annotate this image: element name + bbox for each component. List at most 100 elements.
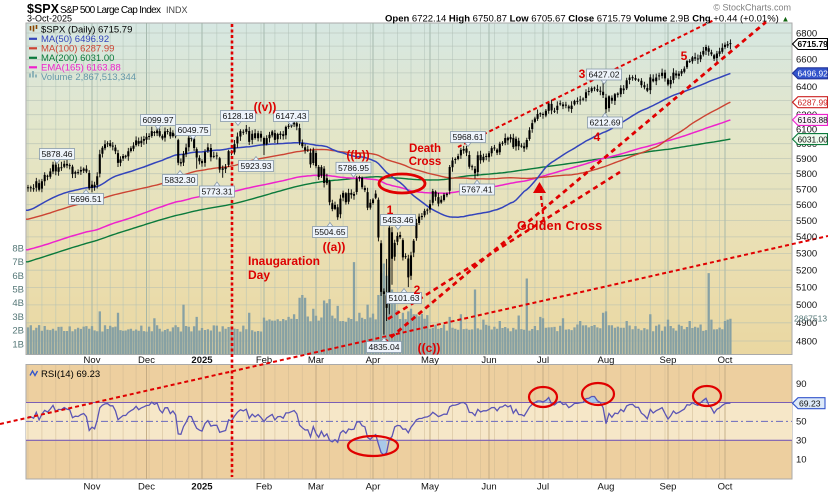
svg-text:4: 4 (594, 130, 601, 144)
svg-text:6715.79: 6715.79 (798, 39, 828, 49)
svg-text:Jul: Jul (537, 482, 549, 493)
svg-text:6800: 6800 (796, 28, 817, 39)
svg-text:8B: 8B (12, 243, 24, 254)
svg-text:Aug: Aug (598, 482, 615, 493)
svg-text:6099.97: 6099.97 (142, 115, 173, 125)
svg-text:2025: 2025 (191, 355, 213, 366)
svg-text:5696.51: 5696.51 (70, 194, 101, 204)
svg-text:S&P 500 Large Cap Index: S&P 500 Large Cap Index (60, 5, 161, 16)
svg-text:Mar: Mar (308, 482, 324, 493)
svg-text:Sep: Sep (660, 355, 677, 366)
svg-text:1B: 1B (12, 339, 24, 350)
svg-text:10: 10 (796, 455, 807, 466)
svg-text:2867513: 2867513 (794, 314, 827, 324)
svg-text:((c)): ((c)) (418, 341, 441, 355)
svg-text:6100: 6100 (796, 124, 817, 135)
svg-text:May: May (421, 355, 439, 366)
svg-text:1: 1 (387, 203, 394, 217)
svg-text:((b)): ((b)) (346, 148, 369, 162)
svg-text:6B: 6B (12, 271, 24, 282)
svg-text:Nov: Nov (84, 355, 101, 366)
svg-text:((a)): ((a)) (323, 240, 346, 254)
svg-text:Nov: Nov (84, 482, 101, 493)
svg-text:5B: 5B (12, 285, 24, 296)
svg-text:5786.95: 5786.95 (338, 163, 369, 173)
svg-text:5800: 5800 (796, 169, 817, 180)
svg-text:RSI(14) 69.23: RSI(14) 69.23 (41, 369, 100, 380)
svg-text:Mar: Mar (308, 355, 324, 366)
svg-text:5453.46: 5453.46 (382, 215, 413, 225)
svg-text:5504.65: 5504.65 (314, 227, 345, 237)
svg-text:Open 6722.14 High 6750.87 Low: Open 6722.14 High 6750.87 Low 6705.67 Cl… (385, 14, 789, 25)
svg-text:Jun: Jun (481, 355, 496, 366)
svg-text:6049.75: 6049.75 (177, 125, 208, 135)
svg-text:INDX: INDX (166, 5, 188, 15)
svg-text:EMA(165) 6163.88: EMA(165) 6163.88 (41, 63, 121, 74)
svg-text:Cross: Cross (409, 156, 442, 168)
svg-text:5900: 5900 (796, 154, 817, 165)
svg-text:4900: 4900 (796, 318, 817, 329)
svg-text:2025: 2025 (191, 482, 213, 493)
svg-text:5968.61: 5968.61 (452, 132, 483, 142)
svg-text:4B: 4B (12, 298, 24, 309)
svg-text:May: May (421, 482, 439, 493)
svg-text:Sep: Sep (660, 482, 677, 493)
svg-text:Apr: Apr (366, 355, 381, 366)
svg-text:Apr: Apr (366, 482, 381, 493)
svg-text:3: 3 (579, 67, 586, 81)
svg-text:((v)): ((v)) (254, 100, 277, 114)
svg-text:2B: 2B (12, 326, 24, 337)
svg-text:5767.41: 5767.41 (461, 185, 492, 195)
svg-text:Dec: Dec (138, 482, 155, 493)
svg-text:2: 2 (414, 283, 421, 297)
svg-text:5773.31: 5773.31 (201, 187, 232, 197)
svg-text:3-Oct-2025: 3-Oct-2025 (27, 14, 72, 24)
svg-text:$SPX: $SPX (27, 2, 60, 16)
svg-text:6031.00: 6031.00 (798, 134, 828, 144)
svg-text:5500: 5500 (796, 216, 817, 227)
svg-text:5600: 5600 (796, 200, 817, 211)
svg-text:MA(50) 6496.92: MA(50) 6496.92 (41, 34, 109, 45)
svg-text:Volume 2,867,513,344: Volume 2,867,513,344 (41, 72, 136, 83)
svg-text:Inaugaration: Inaugaration (248, 254, 320, 268)
svg-text:Jul: Jul (537, 355, 549, 366)
svg-text:MA(200) 6031.00: MA(200) 6031.00 (41, 53, 114, 64)
svg-text:6128.18: 6128.18 (222, 111, 253, 121)
svg-text:Golden Cross: Golden Cross (517, 219, 603, 233)
svg-text:50: 50 (796, 417, 807, 428)
svg-text:5101.63: 5101.63 (388, 293, 419, 303)
svg-text:5200: 5200 (796, 266, 817, 277)
svg-text:4835.04: 4835.04 (368, 342, 399, 352)
svg-text:7B: 7B (12, 257, 24, 268)
svg-text:Feb: Feb (256, 355, 272, 366)
svg-text:6163.88: 6163.88 (798, 115, 828, 125)
svg-text:5878.46: 5878.46 (41, 149, 72, 159)
svg-text:MA(100) 6287.99: MA(100) 6287.99 (41, 44, 114, 55)
svg-text:6400: 6400 (796, 82, 817, 93)
svg-text:Oct: Oct (718, 355, 733, 366)
svg-text:6212.69: 6212.69 (589, 118, 620, 128)
svg-text:6600: 6600 (796, 55, 817, 66)
svg-text:Jun: Jun (481, 482, 496, 493)
svg-text:5100: 5100 (796, 283, 817, 294)
svg-text:Feb: Feb (256, 482, 272, 493)
svg-text:6147.43: 6147.43 (275, 111, 306, 121)
svg-text:6427.02: 6427.02 (588, 70, 619, 80)
svg-text:$SPX (Daily) 6715.79: $SPX (Daily) 6715.79 (41, 25, 132, 36)
svg-text:5400: 5400 (796, 232, 817, 243)
svg-text:6287.99: 6287.99 (798, 97, 828, 107)
svg-text:5923.93: 5923.93 (240, 161, 271, 171)
svg-text:90: 90 (796, 379, 807, 390)
svg-text:Day: Day (248, 268, 270, 282)
svg-text:Aug: Aug (598, 355, 615, 366)
svg-text:4800: 4800 (796, 336, 817, 347)
svg-text:Oct: Oct (718, 482, 733, 493)
svg-text:6496.92: 6496.92 (798, 69, 828, 79)
svg-text:30: 30 (796, 436, 807, 447)
svg-text:5000: 5000 (796, 300, 817, 311)
svg-text:Death: Death (409, 143, 441, 155)
svg-text:5700: 5700 (796, 184, 817, 195)
svg-text:69.23: 69.23 (799, 398, 821, 408)
svg-text:5832.30: 5832.30 (164, 175, 195, 185)
svg-text:5: 5 (681, 49, 688, 63)
